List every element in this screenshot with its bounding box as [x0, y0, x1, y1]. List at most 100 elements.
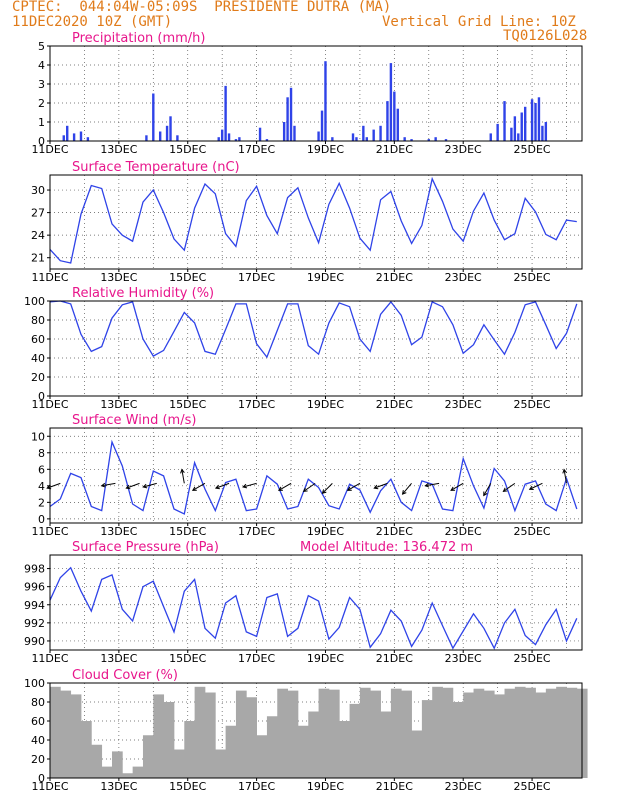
- precip-bar: [362, 125, 365, 141]
- cloud-bar: [318, 688, 330, 778]
- precip-bar: [158, 131, 162, 141]
- panel-2: [47, 300, 583, 399]
- panel-title: Surface Temperature (nC): [72, 160, 240, 175]
- wind-arrow-head: [562, 468, 567, 474]
- cloud-bar: [256, 735, 268, 778]
- x-tick-label: 23DEC: [445, 143, 482, 156]
- x-tick-label: 25DEC: [514, 780, 551, 793]
- precip-bar: [427, 139, 430, 141]
- wind-arrow-head: [401, 490, 407, 495]
- precip-bar: [62, 135, 65, 141]
- panel-frame: [49, 45, 583, 142]
- y-tick-label: 992: [24, 617, 45, 630]
- wind-arrow: [450, 482, 464, 491]
- x-tick-label: 19DEC: [307, 271, 344, 284]
- precip-bar: [282, 122, 286, 141]
- x-tick-label: 13DEC: [100, 271, 137, 284]
- cloud-bar: [525, 687, 536, 778]
- cloud-bar: [225, 725, 237, 778]
- cloud-bar: [101, 766, 113, 778]
- cloud-bar: [277, 688, 288, 778]
- series-line: [49, 566, 578, 650]
- cloud-bar: [50, 686, 61, 778]
- y-tick-label: 40: [31, 734, 45, 747]
- y-tick-label: 60: [31, 715, 45, 728]
- precip-bar: [169, 116, 172, 141]
- wind-arrow-head: [242, 483, 248, 489]
- wind-arrow: [278, 482, 292, 491]
- precip-bar: [544, 122, 548, 141]
- cloud-bar: [194, 686, 206, 778]
- wind-arrow-head: [483, 491, 488, 497]
- panel-title: Relative Humidity (%): [72, 286, 214, 301]
- y-tick-label: 998: [24, 563, 45, 576]
- precip-bar: [145, 135, 148, 141]
- y-tick-label: 80: [31, 314, 45, 327]
- precip-bar: [176, 135, 179, 141]
- precip-bar: [489, 133, 492, 141]
- precip-bar: [293, 125, 296, 141]
- cloud-bar: [514, 686, 526, 778]
- precip-bar: [165, 125, 169, 141]
- precip-bar: [72, 133, 76, 141]
- wind-arrow: [181, 469, 185, 484]
- x-tick-label: 19DEC: [307, 525, 344, 538]
- x-tick-label: 11DEC: [31, 652, 68, 665]
- cloud-bar: [266, 716, 278, 778]
- y-tick-label: 0: [38, 513, 45, 526]
- x-tick-label: 17DEC: [238, 525, 275, 538]
- wind-arrow-head: [278, 486, 283, 491]
- precip-bar: [386, 101, 389, 141]
- panel-frame: [49, 682, 583, 779]
- precip-bar: [331, 137, 334, 141]
- cloud-bar: [421, 700, 433, 778]
- panel-frame: [49, 300, 583, 397]
- cloud-bar: [153, 694, 165, 778]
- precip-bar: [317, 131, 320, 141]
- wind-arrow-head: [125, 484, 131, 490]
- x-tick-label: 11DEC: [31, 271, 68, 284]
- cloud-bar: [545, 688, 557, 778]
- y-tick-label: 2: [38, 496, 45, 509]
- series-line: [49, 300, 578, 359]
- y-tick-label: 20: [31, 753, 45, 766]
- x-tick-label: 15DEC: [169, 398, 206, 411]
- wind-arrow-head: [502, 487, 508, 492]
- cloud-bar: [339, 721, 350, 778]
- cloud-bar: [132, 766, 144, 778]
- cloud-bar: [370, 690, 381, 778]
- cloud-bar: [287, 690, 299, 778]
- precip-bar: [520, 112, 523, 141]
- precip-bar: [66, 125, 69, 141]
- x-tick-label: 11DEC: [31, 780, 68, 793]
- wind-arrow: [374, 482, 388, 489]
- x-tick-label: 21DEC: [376, 525, 413, 538]
- cloud-bar: [411, 730, 423, 778]
- y-tick-label: 3: [38, 78, 45, 91]
- y-tick-label: 994: [24, 599, 45, 612]
- cloud-bar: [173, 749, 185, 778]
- x-tick-label: 21DEC: [376, 271, 413, 284]
- y-tick-label: 40: [31, 352, 45, 365]
- y-tick-label: 5: [38, 40, 45, 53]
- x-tick-label: 17DEC: [238, 398, 275, 411]
- precip-bar: [541, 125, 544, 141]
- y-tick-label: 8: [38, 447, 45, 460]
- precip-bar: [389, 63, 393, 141]
- wind-arrow: [529, 482, 543, 490]
- cloud-bar: [80, 721, 92, 778]
- y-tick-label: 4: [38, 59, 45, 72]
- cloud-bar: [111, 751, 123, 778]
- cloud-bar: [494, 694, 505, 778]
- precip-bar: [220, 129, 224, 141]
- precip-bar: [372, 129, 375, 141]
- wind-arrow-head: [100, 482, 106, 488]
- x-tick-label: 17DEC: [238, 271, 275, 284]
- wind-arrow: [47, 482, 61, 489]
- x-tick-label: 11DEC: [31, 143, 68, 156]
- x-tick-label: 15DEC: [169, 271, 206, 284]
- x-tick-label: 25DEC: [514, 652, 551, 665]
- precip-bar: [393, 91, 396, 141]
- precip-bar: [434, 137, 437, 141]
- precip-bar: [286, 97, 289, 141]
